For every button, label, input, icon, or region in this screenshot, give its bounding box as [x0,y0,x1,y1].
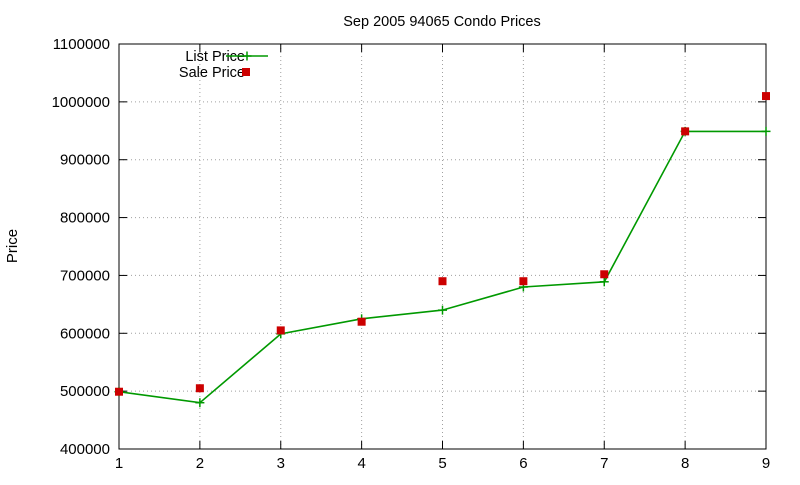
data-point [276,326,285,335]
data-point [762,92,770,101]
data-point [519,277,528,286]
x-tick-label: 9 [762,455,770,472]
axis-ticks [118,43,767,450]
data-point [600,270,609,279]
y-tick-label: 600000 [60,325,110,342]
y-tick-label: 800000 [60,210,110,227]
y-tick-label: 1000000 [52,94,110,111]
data-point [438,305,447,315]
x-tick-label: 3 [277,455,285,472]
y-tick-label: 1100000 [53,36,110,53]
y-tick-label: 500000 [60,383,110,400]
legend-label: List Price [185,49,245,65]
data-point [195,384,204,393]
x-tick-label: 6 [519,455,527,472]
y-axis-tick-labels: 400000 500000 600000 700000 800000 900000 1000… [52,36,110,458]
series-sale-price [115,92,770,396]
x-tick-label: 1 [115,455,123,472]
y-tick-label: 700000 [60,267,110,284]
x-tick-label: 2 [196,455,204,472]
x-axis-tick-labels: 1 2 3 4 5 6 7 8 9 [115,455,770,472]
legend-marker [242,68,250,76]
data-point [195,398,205,408]
legend-label: Sale Price [179,65,245,81]
y-axis-label: Price [4,229,21,263]
data-point [438,277,447,286]
data-point [115,387,123,396]
y-tick-label: 900000 [60,152,110,169]
data-point [357,317,366,326]
data-point [599,277,609,287]
y-tick-label: 400000 [60,441,110,458]
x-tick-label: 7 [600,455,608,472]
data-point [761,126,771,136]
x-tick-label: 4 [357,455,365,472]
series [114,92,771,408]
data-point [681,127,690,136]
x-tick-label: 5 [438,455,446,472]
legend-marker [242,51,252,61]
x-tick-label: 8 [681,455,689,472]
chart-title: Sep 2005 94065 Condo Prices [343,14,541,30]
